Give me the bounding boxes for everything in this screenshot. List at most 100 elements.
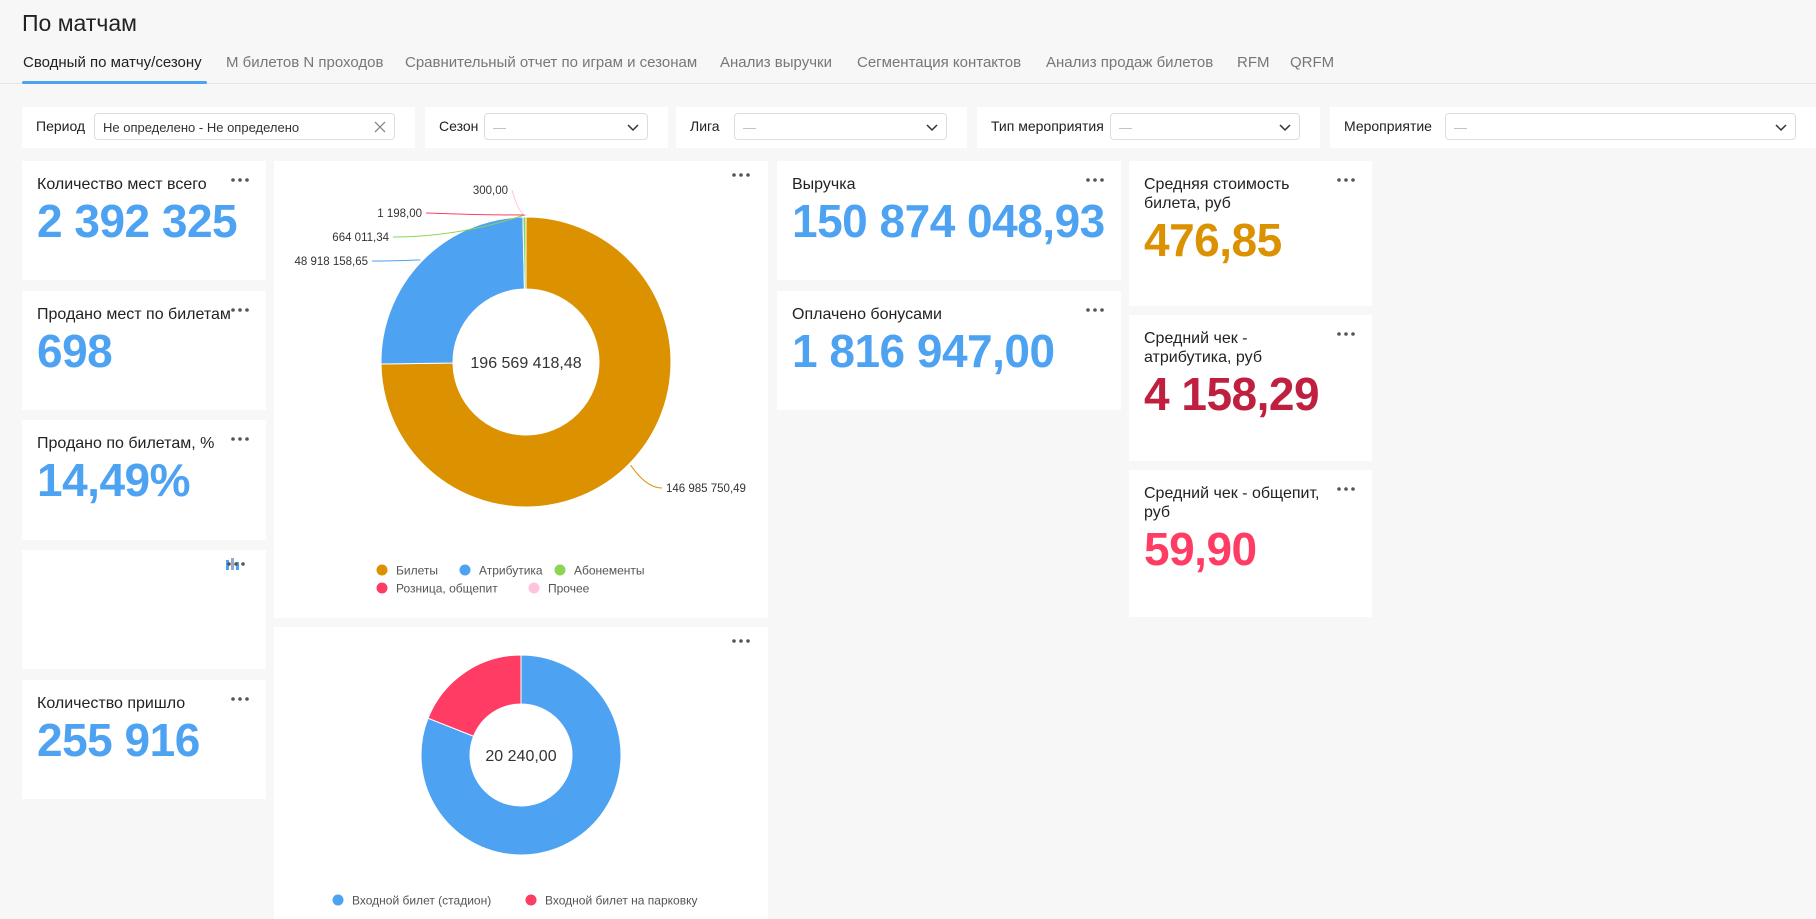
clear-icon[interactable] [373, 120, 387, 134]
tab[interactable]: М билетов N проходов [226, 54, 384, 71]
pie-slice [380, 216, 525, 365]
tab[interactable]: QRFM [1290, 54, 1335, 71]
legend-marker [376, 582, 388, 594]
menu-button[interactable] [230, 695, 250, 703]
legend-marker [376, 564, 388, 576]
tab[interactable]: Сравнительный отчет по играм и сезонам [405, 54, 698, 71]
kpi-value: 14,49% [37, 454, 191, 506]
menu-dot [732, 173, 736, 177]
menu-dot [1344, 332, 1348, 336]
filter-label: Сезон [439, 118, 479, 134]
menu-button[interactable] [226, 560, 246, 568]
kpi-card: Средняя стоимость билета, руб 476,85 [1129, 161, 1372, 306]
kpi-card: Выручка 150 874 048,93 [777, 161, 1121, 280]
legend-label[interactable]: Входной билет на парковку [545, 894, 697, 908]
menu-dot [231, 697, 235, 701]
filter-label: Лига [690, 118, 720, 134]
filter-select[interactable]: — [1445, 113, 1796, 140]
menu-button[interactable] [230, 435, 250, 443]
tab[interactable]: RFM [1237, 54, 1270, 71]
chevron-stroke [627, 124, 639, 132]
menu-dot [231, 437, 235, 441]
menu-dot [1100, 308, 1104, 312]
menu-dot [1337, 178, 1341, 182]
chevron-icon[interactable] [1278, 120, 1292, 134]
filter-select[interactable]: — [1110, 113, 1300, 140]
legend-marker [332, 894, 344, 906]
legend-marker [528, 582, 540, 594]
kpi-card: Оплачено бонусами 1 816 947,00 [777, 291, 1121, 410]
menu-dot [231, 178, 235, 182]
empty-widget [22, 550, 266, 669]
menu-button[interactable] [731, 171, 751, 179]
menu-dot [739, 639, 743, 643]
pie-total: 20 240,00 [485, 748, 556, 765]
menu-dot [1093, 178, 1097, 182]
leader-line [371, 259, 421, 262]
legend-label[interactable]: Прочее [548, 582, 590, 596]
filter: Мероприятие — [1330, 107, 1816, 148]
legend-label[interactable]: Атрибутика [479, 564, 543, 578]
menu-button[interactable] [1085, 306, 1105, 314]
kpi-value: 1 816 947,00 [792, 325, 1055, 377]
legend-marker [459, 564, 471, 576]
legend-marker [554, 564, 566, 576]
tab[interactable]: Сводный по матчу/сезону [23, 54, 202, 71]
leader-line [511, 189, 527, 216]
menu-dot [1351, 178, 1355, 182]
menu-button[interactable] [1336, 330, 1356, 338]
legend-label[interactable]: Входной билет (стадион) [352, 894, 491, 908]
menu-dot [245, 178, 249, 182]
menu-dot [1086, 178, 1090, 182]
kpi-card: Продано по билетам, % 14,49% [22, 420, 266, 540]
menu-dot [1337, 332, 1341, 336]
menu-dot [1086, 308, 1090, 312]
filter-label: Период [36, 118, 86, 134]
kpi-value: 698 [37, 325, 113, 377]
kpi-value: 255 916 [37, 714, 200, 766]
kpi-title: Средний чек - атрибутика, руб [1144, 330, 1262, 366]
chevron-icon[interactable] [626, 120, 640, 134]
kpi-title: Продано по билетам, % [37, 435, 215, 452]
filter: Лига — [676, 107, 967, 148]
menu-button[interactable] [1336, 485, 1356, 493]
menu-button[interactable] [1336, 176, 1356, 184]
tab[interactable]: Анализ выручки [720, 54, 832, 71]
data-label: 1 198,00 [377, 208, 422, 220]
filter-select[interactable]: — [484, 113, 648, 140]
active-tab-underline [22, 81, 207, 84]
legend-marker [525, 894, 537, 906]
kpi-value: 59,90 [1144, 523, 1257, 575]
menu-dot [234, 562, 238, 566]
chevron-icon[interactable] [1774, 120, 1788, 134]
filter-select[interactable]: Не определено - Не определено [94, 113, 395, 140]
data-label: 146 985 750,49 [666, 483, 746, 495]
filter-label: Мероприятие [1344, 118, 1432, 134]
menu-dot [1100, 178, 1104, 182]
menu-button[interactable] [230, 306, 250, 314]
legend-label[interactable]: Абонементы [574, 564, 645, 578]
filter-select[interactable]: — [734, 113, 947, 140]
kpi-card: Продано мест по билетам 698 [22, 291, 266, 410]
legend-label[interactable]: Билеты [396, 564, 438, 578]
chevron-stroke [926, 124, 938, 132]
filter: Тип мероприятия — [977, 107, 1320, 148]
filter-label: Тип мероприятия [991, 118, 1104, 134]
chevron-stroke [1279, 124, 1291, 132]
menu-button[interactable] [1085, 176, 1105, 184]
kpi-title: Количество мест всего [37, 176, 207, 193]
filter: Сезон — [425, 107, 668, 148]
pie-slice [427, 654, 522, 737]
kpi-card: Количество мест всего 2 392 325 [22, 161, 266, 280]
chart-card: 20 240,00 Входной билет (стадион) Входной … [274, 627, 768, 919]
menu-button[interactable] [230, 176, 250, 184]
menu-button[interactable] [731, 637, 751, 645]
chart-icon [226, 558, 239, 570]
tab[interactable]: Сегментация контактов [857, 54, 1022, 71]
legend-label[interactable]: Розница, общепит [396, 582, 498, 596]
chart-icon-bar [226, 560, 229, 570]
tab[interactable]: Анализ продаж билетов [1046, 54, 1214, 71]
pie-total: 196 569 418,48 [470, 355, 581, 372]
chevron-icon[interactable] [925, 120, 939, 134]
kpi-value: 2 392 325 [37, 195, 238, 247]
